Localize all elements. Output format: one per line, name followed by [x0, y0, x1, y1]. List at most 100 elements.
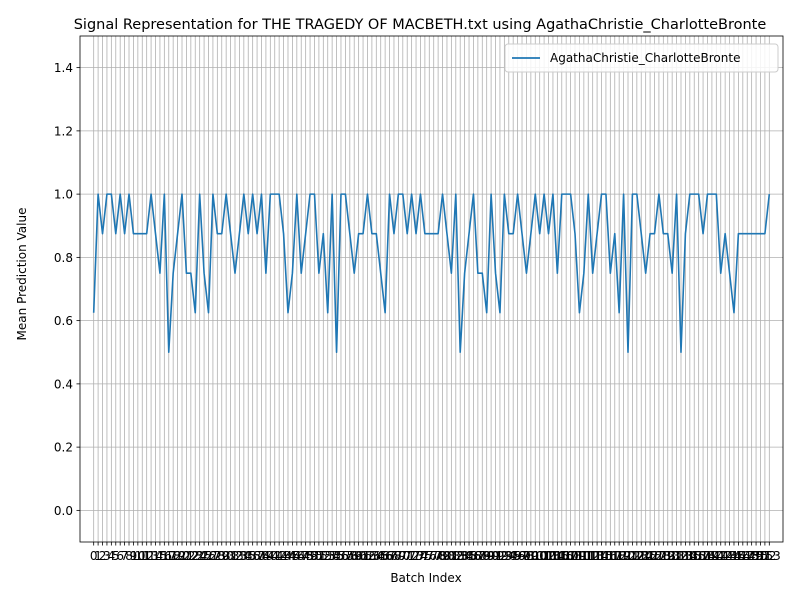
x-tick-label: 79: [435, 549, 450, 563]
x-tick-label: 125: [634, 549, 657, 563]
x-tick-label: 116: [594, 549, 617, 563]
x-tick-label: 17: [161, 549, 176, 563]
x-tick-label: 102: [533, 549, 556, 563]
legend-label: AgathaChristie_CharlotteBronte: [550, 51, 740, 65]
x-tick-label: 131: [661, 549, 684, 563]
x-tick-label: 29: [214, 549, 229, 563]
x-tick-label: 58: [342, 549, 357, 563]
x-tick-label: 151: [749, 549, 772, 563]
x-tick-label: 107: [555, 549, 578, 563]
x-tick-label: 83: [453, 549, 468, 563]
x-tick-label: 57: [338, 549, 353, 563]
x-tick-label: 53: [320, 549, 335, 563]
x-tick-label: 117: [599, 549, 622, 563]
x-tick-label: 11: [135, 549, 150, 563]
x-tick-label: 40: [263, 549, 278, 563]
y-tick-label: 1.4: [54, 61, 73, 75]
y-axis-label: Mean Prediction Value: [15, 208, 29, 341]
x-tick-label: 65: [373, 549, 388, 563]
chart-title: Signal Representation for THE TRAGEDY OF…: [74, 17, 767, 33]
x-tick-label: 114: [586, 549, 609, 563]
x-tick-label: 33: [232, 549, 247, 563]
x-tick-label: 48: [298, 549, 313, 563]
x-tick-label: 148: [736, 549, 759, 563]
x-tick-label: 101: [528, 549, 551, 563]
x-tick-label: 71: [400, 549, 415, 563]
x-tick-label: 9: [130, 549, 138, 563]
x-tick-label: 44: [280, 549, 295, 563]
x-tick-label: 105: [546, 549, 569, 563]
x-tick-label: 63: [364, 549, 379, 563]
x-tick-label: 129: [652, 549, 675, 563]
x-tick-label: 37: [249, 549, 264, 563]
x-tick-label: 41: [267, 549, 282, 563]
x-tick-label: 28: [210, 549, 225, 563]
x-tick-label: 66: [377, 549, 392, 563]
x-tick-label: 8: [125, 549, 133, 563]
x-tick-label: 51: [311, 549, 326, 563]
x-tick-label: 35: [241, 549, 256, 563]
y-tick-label: 0.4: [54, 377, 73, 391]
x-axis-label: Batch Index: [390, 571, 461, 585]
x-tick-label: 31: [223, 549, 238, 563]
x-tick-label: 23: [188, 549, 203, 563]
x-tick-label: 85: [461, 549, 476, 563]
x-tick-label: 104: [541, 549, 564, 563]
x-tick-label: 49: [302, 549, 317, 563]
y-tick-label: 0.8: [54, 251, 73, 265]
x-tick-label: 59: [347, 549, 362, 563]
x-tick-label: 82: [448, 549, 463, 563]
x-tick-label: 88: [475, 549, 490, 563]
x-tick-label: 50: [307, 549, 322, 563]
x-tick-label: 61: [355, 549, 370, 563]
x-tick-label: 106: [550, 549, 573, 563]
x-tick-label: 81: [444, 549, 459, 563]
x-tick-label: 124: [630, 549, 653, 563]
x-tick-label: 64: [369, 549, 384, 563]
x-tick-label: 136: [683, 549, 706, 563]
x-tick-label: 135: [678, 549, 701, 563]
x-tick-label: 76: [422, 549, 437, 563]
x-tick-label: 147: [731, 549, 754, 563]
x-tick-label: 120: [612, 549, 635, 563]
x-tick-label: 0: [90, 549, 98, 563]
x-tick-label: 93: [497, 549, 512, 563]
y-tick-label: 0.6: [54, 314, 73, 328]
x-tick-label: 15: [152, 549, 167, 563]
x-tick-label: 115: [590, 549, 613, 563]
x-tick-label: 21: [179, 549, 194, 563]
x-tick-label: 80: [439, 549, 454, 563]
x-tick-label: 19: [170, 549, 185, 563]
x-tick-label: 152: [753, 549, 776, 563]
x-tick-labels: 0123456789101112131415161718192021222324…: [90, 549, 781, 563]
x-tick-label: 153: [758, 549, 781, 563]
x-tick-label: 150: [745, 549, 768, 563]
x-tick-label: 143: [714, 549, 737, 563]
x-tick-label: 5: [112, 549, 120, 563]
y-tick-label: 1.0: [54, 188, 73, 202]
x-tick-label: 13: [143, 549, 158, 563]
x-tick-label: 134: [674, 549, 697, 563]
series-line-agathachristie-charlottebronte: [92, 193, 771, 354]
x-tick-label: 36: [245, 549, 260, 563]
x-tick-label: 27: [205, 549, 220, 563]
series-layer: [92, 193, 771, 354]
x-tick-label: 89: [479, 549, 494, 563]
x-tick-label: 149: [740, 549, 763, 563]
x-tick-label: 67: [382, 549, 397, 563]
x-tick-label: 52: [316, 549, 331, 563]
x-tick-label: 141: [705, 549, 728, 563]
x-tick-label: 133: [670, 549, 693, 563]
x-tick-label: 69: [391, 549, 406, 563]
x-tick-label: 132: [665, 549, 688, 563]
x-tick-label: 6: [116, 549, 124, 563]
x-tick-label: 43: [276, 549, 291, 563]
x-tick-label: 119: [608, 549, 631, 563]
x-tick-label: 139: [696, 549, 719, 563]
plot-frame: [79, 35, 784, 543]
x-tick-label: 42: [272, 549, 287, 563]
x-tick-label: 97: [514, 549, 529, 563]
x-tick-label: 55: [329, 549, 344, 563]
x-tick-label: 98: [519, 549, 534, 563]
